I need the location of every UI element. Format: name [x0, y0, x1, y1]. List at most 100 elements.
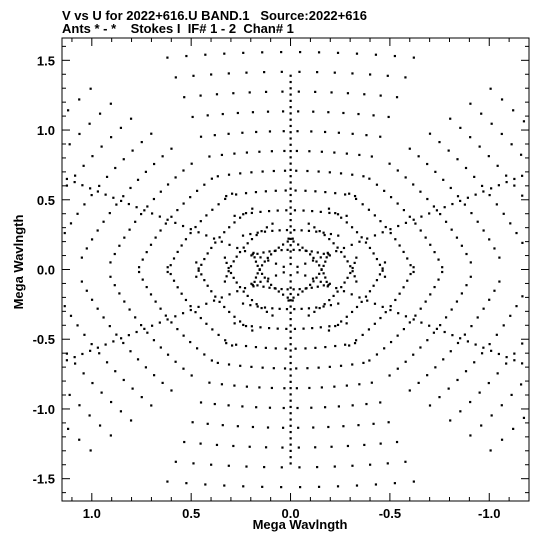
uv-point — [143, 209, 146, 212]
uv-point — [374, 53, 378, 56]
uv-point — [428, 404, 432, 407]
uv-point — [235, 281, 238, 284]
uv-point — [346, 276, 349, 279]
uv-point — [350, 243, 353, 246]
uv-point — [289, 412, 292, 415]
uv-point — [289, 200, 292, 203]
uv-point — [304, 347, 307, 350]
uv-point — [244, 212, 248, 215]
uv-point — [161, 381, 164, 385]
uv-point — [438, 396, 441, 399]
uv-point — [235, 255, 238, 258]
y-tick-label: 0.5 — [37, 193, 55, 208]
uv-point — [129, 350, 132, 353]
uv-point — [189, 305, 192, 308]
uv-point — [309, 283, 312, 286]
uv-point — [500, 132, 503, 136]
uv-point — [325, 280, 328, 283]
uv-point — [346, 92, 350, 95]
uv-point — [208, 381, 211, 384]
uv-point — [289, 399, 292, 402]
uv-point — [334, 212, 337, 215]
uv-point — [455, 236, 459, 239]
uv-point — [263, 465, 266, 469]
uv-point — [238, 286, 242, 289]
uv-point — [194, 311, 197, 314]
uv-point — [289, 218, 292, 222]
uv-point — [236, 111, 239, 115]
uv-point — [172, 257, 176, 260]
uv-point — [263, 276, 266, 279]
uv-point — [459, 126, 462, 129]
uv-point — [521, 295, 524, 298]
uv-point — [235, 343, 238, 346]
uv-point — [115, 203, 118, 206]
uv-point — [300, 229, 303, 232]
y-tick-label: 1.0 — [37, 123, 55, 138]
uv-point — [495, 333, 498, 336]
uv-point — [383, 261, 387, 264]
uv-point — [235, 193, 238, 196]
uv-point — [174, 221, 177, 224]
uv-point — [220, 153, 224, 157]
uv-point — [339, 364, 343, 367]
uv-point — [312, 280, 315, 283]
uv-point — [412, 480, 415, 483]
uv-point — [270, 253, 273, 256]
uv-point — [487, 155, 490, 158]
uv-point — [180, 244, 183, 247]
uv-point — [289, 74, 292, 77]
uv-point — [289, 262, 292, 266]
uv-point — [137, 270, 141, 274]
uv-point — [455, 300, 459, 303]
uv-point — [242, 213, 245, 216]
uv-point — [255, 406, 258, 409]
uv-point — [357, 424, 360, 427]
uv-point — [78, 98, 81, 101]
uv-point — [289, 443, 292, 446]
uv-point — [444, 316, 448, 319]
uv-point — [282, 130, 285, 133]
uv-point — [332, 294, 335, 298]
uv-point — [285, 308, 289, 311]
uv-point — [466, 196, 469, 199]
uv-point — [355, 280, 358, 283]
uv-point — [373, 214, 376, 217]
uv-point — [143, 327, 146, 330]
uv-point — [324, 276, 327, 279]
uv-point — [323, 303, 326, 306]
uv-point — [387, 115, 390, 119]
uv-point — [333, 151, 336, 154]
uv-point — [274, 347, 277, 350]
uv-point — [333, 385, 336, 388]
uv-point — [389, 340, 393, 344]
uv-point — [327, 283, 330, 287]
uv-point — [318, 306, 321, 310]
uv-point — [68, 143, 71, 146]
uv-point — [373, 322, 376, 325]
uv-point — [192, 462, 195, 465]
x-axis-label: Mega Wavlngth — [253, 517, 348, 532]
uv-point — [320, 386, 323, 389]
uv-point — [442, 358, 445, 361]
uv-point — [278, 229, 281, 232]
uv-point — [444, 220, 448, 223]
uv-point — [181, 312, 185, 315]
uv-point — [370, 155, 373, 158]
uv-point — [136, 178, 140, 181]
uv-point — [469, 102, 472, 105]
uv-point — [464, 370, 468, 373]
uv-point — [323, 406, 327, 409]
uv-point — [115, 333, 118, 336]
uv-point — [311, 327, 314, 330]
uv-point — [419, 190, 422, 193]
uv-point — [369, 73, 372, 76]
uv-point — [282, 271, 285, 274]
uv-point — [314, 346, 317, 349]
uv-point — [365, 134, 368, 137]
uv-point — [182, 202, 185, 205]
uv-point — [311, 259, 315, 262]
uv-point — [351, 72, 354, 75]
uv-point — [184, 238, 188, 241]
uv-point — [482, 229, 485, 232]
